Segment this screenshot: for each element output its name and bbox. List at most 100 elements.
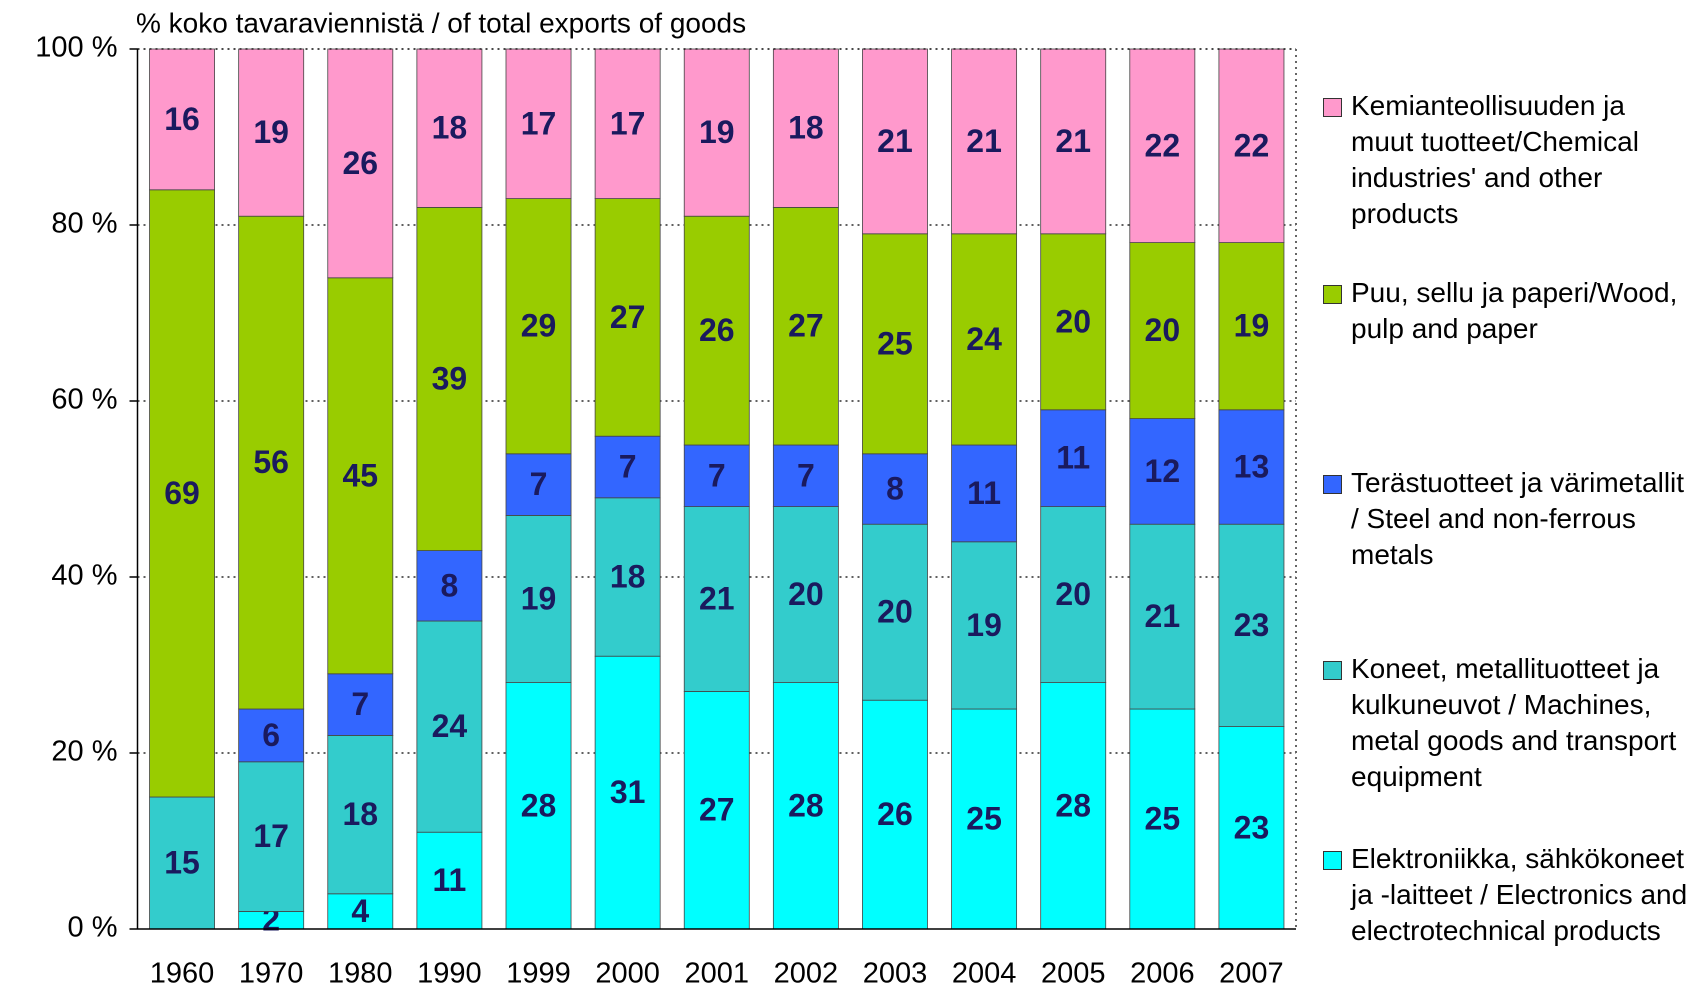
legend-swatch — [1323, 285, 1342, 304]
x-tick-label: 2003 — [863, 958, 928, 988]
data-label: 19 — [1234, 308, 1270, 344]
bar-segment — [1218, 409, 1285, 525]
legend-label: Elektroniikka, sähkökoneet ja -laitteet … — [1351, 843, 1688, 946]
data-label: 22 — [1234, 127, 1270, 163]
bar-segment — [594, 435, 661, 499]
data-label: 26 — [342, 145, 378, 181]
data-label: 7 — [708, 457, 726, 493]
y-tick-label: 100 % — [35, 32, 117, 64]
y-tick-label: 20 % — [51, 736, 117, 768]
bar-segment — [772, 444, 839, 507]
bar-segment — [1218, 242, 1285, 411]
data-label: 28 — [521, 787, 557, 823]
x-tick-label: 2007 — [1219, 958, 1284, 988]
data-label: 27 — [610, 299, 646, 335]
data-label: 7 — [530, 466, 548, 502]
x-tick-label: 1970 — [239, 958, 304, 988]
bar-segment — [951, 48, 1018, 235]
bar-segment — [1040, 48, 1107, 235]
bar-segment — [149, 796, 215, 930]
bar-segment — [1040, 409, 1107, 507]
data-label: 13 — [1234, 448, 1270, 484]
legend-label: Puu, sellu ja paperi/Wood, pulp and pape… — [1351, 277, 1678, 344]
data-label: 4 — [351, 893, 369, 929]
bar-segment — [238, 215, 305, 710]
bar-segment — [772, 48, 839, 208]
bar-segment — [327, 673, 394, 736]
bar-segment — [772, 506, 839, 684]
data-label: 22 — [1145, 127, 1181, 163]
data-label: 25 — [877, 325, 913, 361]
x-tick-label: 1980 — [328, 958, 393, 988]
bar-segment — [862, 233, 928, 455]
bar-segment — [862, 523, 928, 701]
legend-swatch — [1323, 851, 1342, 870]
data-label: 17 — [253, 818, 289, 854]
x-tick-label: 1990 — [417, 958, 482, 988]
data-label: 27 — [699, 792, 735, 828]
bar-segment — [862, 453, 928, 525]
bar-segment — [862, 48, 928, 235]
data-label: 25 — [966, 800, 1002, 836]
data-label: 18 — [342, 796, 378, 832]
data-label: 17 — [610, 105, 646, 141]
data-label: 69 — [164, 475, 200, 511]
bar-segment — [1129, 418, 1196, 525]
data-label: 27 — [788, 308, 824, 344]
bar-segment — [683, 48, 750, 217]
bar-segment — [505, 48, 572, 200]
bar-segment — [416, 48, 483, 208]
data-label: 11 — [1056, 440, 1090, 476]
data-label: 12 — [1145, 453, 1181, 489]
y-tick-label: 80 % — [51, 208, 117, 240]
data-label: 31 — [610, 774, 646, 810]
data-label: 7 — [619, 448, 637, 484]
data-label: 15 — [164, 844, 200, 880]
data-label: 18 — [788, 110, 824, 146]
bar-segment — [772, 682, 839, 930]
y-tick-label: 0 % — [68, 912, 118, 944]
data-label: 26 — [699, 312, 735, 348]
x-tick-label: 1960 — [150, 958, 215, 988]
data-label: 7 — [351, 686, 369, 722]
bar-segment — [1129, 48, 1196, 244]
data-label: 8 — [886, 470, 904, 506]
legend-item: Elektroniikka, sähkökoneet ja -laitteet … — [1323, 841, 1693, 949]
bar-segment — [594, 48, 661, 200]
data-label: 21 — [966, 123, 1002, 159]
legend-item: Koneet, metallituotteet ja kulkuneuvot /… — [1323, 651, 1693, 795]
legend-item: Kemianteollisuuden ja muut tuotteet/Chem… — [1323, 88, 1693, 232]
bar-segment — [327, 277, 394, 675]
x-tick-label: 2001 — [684, 958, 749, 988]
bar-segment — [149, 48, 215, 191]
x-tick-label: 2005 — [1041, 958, 1106, 988]
bar-segment — [683, 215, 750, 446]
data-label: 6 — [262, 717, 280, 753]
bar-segment — [1040, 233, 1107, 411]
data-label: 20 — [1055, 303, 1091, 339]
bar-segment — [594, 655, 661, 930]
data-label: 20 — [1145, 312, 1181, 348]
bar-segment — [1218, 48, 1285, 244]
bar-segment — [594, 497, 661, 657]
data-label: 19 — [521, 580, 557, 616]
legend-item: Puu, sellu ja paperi/Wood, pulp and pape… — [1323, 275, 1693, 347]
data-label: 11 — [432, 862, 466, 898]
data-label: 16 — [164, 101, 200, 137]
x-tick-label: 1999 — [506, 958, 571, 988]
data-label: 56 — [253, 444, 289, 480]
bar-segment — [951, 541, 1018, 710]
data-label: 17 — [521, 105, 557, 141]
data-label: 18 — [432, 110, 468, 146]
bar-segment — [327, 48, 394, 279]
data-label: 11 — [967, 475, 1001, 511]
legend-swatch — [1323, 661, 1342, 680]
bar-segment — [238, 761, 305, 912]
bar-segment — [416, 831, 483, 930]
data-label: 25 — [1145, 800, 1181, 836]
legend-swatch — [1323, 475, 1342, 494]
bar-segment — [505, 453, 572, 516]
data-label: 19 — [253, 114, 289, 150]
bar-segment — [1040, 506, 1107, 684]
